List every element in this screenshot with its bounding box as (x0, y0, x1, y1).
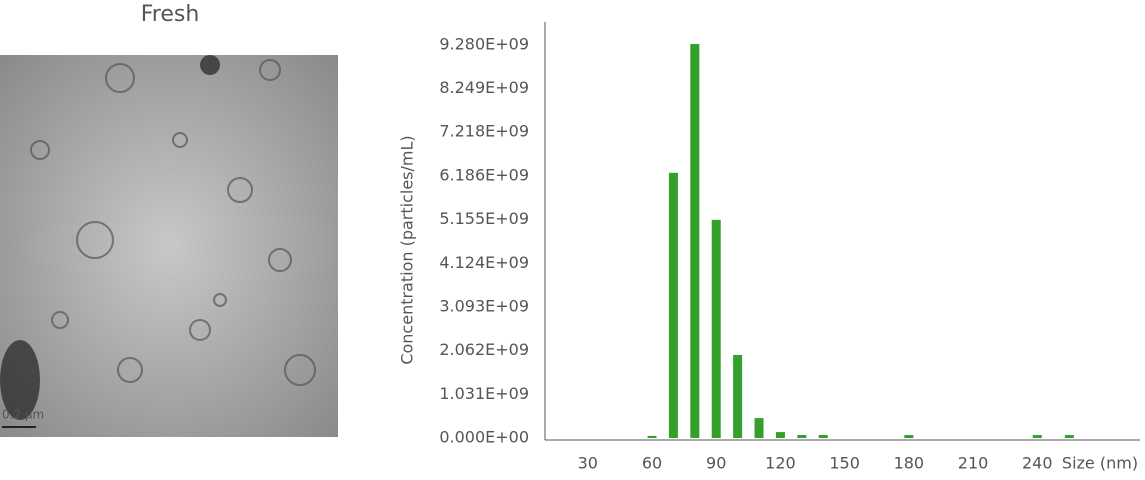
y-tick-label: 8.249E+09 (439, 78, 529, 97)
bar (754, 418, 764, 438)
x-tick-label: 210 (958, 454, 989, 473)
y-tick-label: 3.093E+09 (439, 296, 529, 315)
y-tick-label: 6.186E+09 (439, 165, 529, 184)
x-tick-label: 30 (578, 454, 598, 473)
y-tick-label: 2.062E+09 (439, 340, 529, 359)
micrograph (0, 55, 338, 437)
scale-label: 0.2 μm (2, 408, 44, 422)
bar (1032, 435, 1042, 438)
y-tick-label: 1.031E+09 (439, 384, 529, 403)
bar (647, 435, 657, 438)
bar (1064, 435, 1074, 438)
x-tick-label: 60 (642, 454, 662, 473)
image-title: Fresh (141, 2, 200, 27)
y-tick-label: 9.280E+09 (439, 34, 529, 53)
bar (733, 354, 743, 438)
x-axis-label: Size (nm) (1062, 454, 1138, 473)
y-tick-label: 0.000E+00 (439, 428, 529, 447)
bar (904, 435, 914, 438)
x-tick-label: 150 (829, 454, 860, 473)
bar (818, 435, 828, 438)
bar (775, 432, 785, 438)
y-axis-label: Concentration (particles/mL) (398, 135, 417, 364)
bar (797, 435, 807, 438)
y-tick-label: 7.218E+09 (439, 122, 529, 141)
x-tick-label: 90 (706, 454, 726, 473)
y-tick-label: 4.124E+09 (439, 253, 529, 272)
bar (711, 219, 721, 438)
bar (668, 172, 678, 438)
bar (690, 44, 700, 439)
x-tick-label: 180 (894, 454, 925, 473)
y-tick-label: 5.155E+09 (439, 209, 529, 228)
x-tick-label: 240 (1022, 454, 1053, 473)
x-tick-label: 120 (765, 454, 796, 473)
